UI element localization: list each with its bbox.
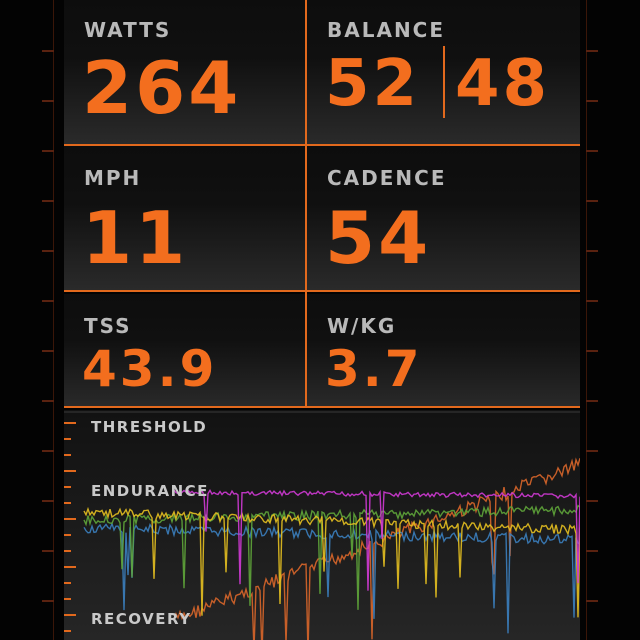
zone-tick <box>64 518 76 520</box>
ruler-tick <box>586 50 598 52</box>
zone-tick <box>64 566 76 568</box>
watts-tile: WATTS 264 <box>64 0 305 144</box>
cadence-tile: CADENCE 54 <box>307 146 580 290</box>
ruler-tick <box>586 600 598 602</box>
ruler-tick <box>586 150 598 152</box>
zone-ticks <box>64 422 76 632</box>
ruler-tick <box>42 500 54 502</box>
zone-tick <box>64 534 71 536</box>
wkg-value: 3.7 <box>325 340 423 398</box>
power-traces <box>83 457 580 640</box>
mph-value: 11 <box>82 196 189 280</box>
ruler-tick <box>586 200 598 202</box>
zone-label-recovery: RECOVERY <box>91 610 192 628</box>
ruler-tick <box>586 400 598 402</box>
ruler-tick <box>586 100 598 102</box>
ruler-tick <box>42 350 54 352</box>
cadence-value: 54 <box>325 196 432 280</box>
power-trace <box>83 504 580 610</box>
watts-label: WATTS <box>84 18 172 42</box>
ruler-tick <box>586 350 598 352</box>
left-ruler-line <box>53 0 54 640</box>
row-divider <box>64 290 580 292</box>
ruler-tick <box>42 400 54 402</box>
zone-tick <box>64 470 76 472</box>
power-trace <box>83 506 580 618</box>
zone-tick <box>64 582 71 584</box>
zone-tick <box>64 486 71 488</box>
watts-value: 264 <box>82 46 242 130</box>
power-trace <box>173 489 580 591</box>
ruler-tick <box>42 150 54 152</box>
ruler-tick <box>42 100 54 102</box>
wkg-tile: W/KG 3.7 <box>307 294 580 408</box>
ruler-tick <box>42 600 54 602</box>
ruler-tick <box>586 450 598 452</box>
ruler-tick <box>42 200 54 202</box>
power-trace <box>83 521 580 634</box>
column-divider <box>305 292 307 408</box>
ruler-tick <box>42 250 54 252</box>
balance-divider <box>443 46 445 118</box>
zone-tick <box>64 422 76 424</box>
zone-tick <box>64 630 71 632</box>
ruler-tick <box>586 300 598 302</box>
ruler-tick <box>586 500 598 502</box>
cadence-label: CADENCE <box>327 166 447 190</box>
zone-tick <box>64 550 71 552</box>
ruler-tick <box>586 550 598 552</box>
row-divider <box>64 406 580 408</box>
right-ruler <box>586 0 612 640</box>
ruler-tick <box>42 550 54 552</box>
balance-tile: BALANCE 52 48 <box>307 0 580 144</box>
tss-value: 43.9 <box>82 340 218 398</box>
column-divider <box>305 0 307 292</box>
zone-tick <box>64 438 71 440</box>
metrics-grid: WATTS 264 BALANCE 52 48 MPH 11 CADENCE 5… <box>64 0 580 408</box>
zone-label-endurance: ENDURANCE <box>91 482 209 500</box>
left-ruler <box>28 0 54 640</box>
balance-left-value: 52 <box>325 47 421 121</box>
wkg-label: W/KG <box>327 314 397 338</box>
right-ruler-line <box>586 0 587 640</box>
zone-tick <box>64 454 71 456</box>
zone-tick <box>64 502 71 504</box>
balance-label: BALANCE <box>327 18 446 42</box>
zone-tick <box>64 598 71 600</box>
mph-tile: MPH 11 <box>64 146 305 290</box>
zone-chart-svg <box>64 411 580 640</box>
row-divider <box>64 144 580 146</box>
power-trace <box>173 457 580 640</box>
tss-label: TSS <box>84 314 132 338</box>
tss-tile: TSS 43.9 <box>64 294 305 408</box>
zone-label-threshold: THRESHOLD <box>91 418 208 436</box>
ruler-tick <box>42 450 54 452</box>
ruler-tick <box>42 300 54 302</box>
mph-label: MPH <box>84 166 142 190</box>
balance-right-value: 48 <box>455 47 551 121</box>
ruler-tick <box>586 250 598 252</box>
zone-tick <box>64 614 76 616</box>
power-zone-chart: THRESHOLD ENDURANCE RECOVERY <box>64 410 580 640</box>
ruler-tick <box>42 50 54 52</box>
